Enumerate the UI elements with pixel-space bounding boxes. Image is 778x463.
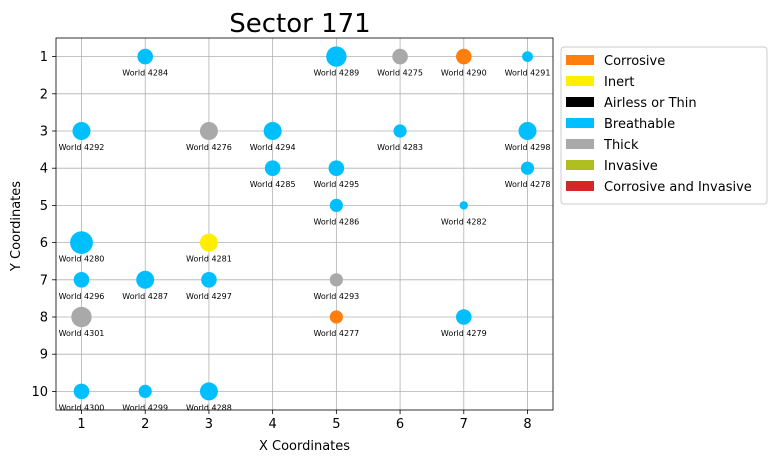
y-tick-label: 1 [40, 50, 48, 65]
plot-frame [55, 37, 554, 411]
point-marker [520, 161, 535, 175]
x-tick-label: 3 [205, 417, 213, 432]
point-marker [73, 383, 90, 400]
point-marker [136, 270, 155, 289]
legend-entry: Breathable [604, 117, 675, 132]
point-label: World 4279 [441, 329, 487, 338]
point-marker [71, 306, 92, 328]
point-label: World 4282 [441, 217, 487, 226]
point-marker [328, 160, 345, 176]
y-tick-label: 9 [40, 348, 48, 363]
legend-entry: Corrosive and Invasive [604, 180, 752, 195]
points-layer: World 4284 World 4289 World 4275 World 4290… [59, 46, 551, 412]
x-axis-label: X Coordinates [259, 439, 350, 454]
point-marker [522, 51, 533, 62]
point-label: World 4283 [377, 143, 423, 152]
y-tick-label: 10 [31, 385, 48, 400]
point-marker [263, 122, 282, 140]
legend-swatch [566, 76, 594, 86]
y-axis-label: Y Coordinates [9, 181, 24, 272]
ticks-layer: 1 2 3 4 5 6 7 8 1 2 3 4 5 6 7 8 9 10 [31, 50, 531, 432]
point-label: World 4281 [186, 255, 232, 264]
y-tick-label: 5 [40, 199, 48, 214]
point-marker [199, 122, 218, 140]
point-marker [392, 48, 408, 65]
x-tick-label: 1 [77, 417, 85, 432]
point-marker [393, 124, 407, 138]
legend-swatch [566, 55, 594, 65]
legend-swatch [566, 181, 594, 191]
point-marker [459, 201, 468, 210]
point-marker [73, 272, 90, 288]
x-tick-label: 4 [269, 417, 277, 432]
point-label: World 4275 [377, 69, 423, 78]
point-label: World 4292 [59, 143, 105, 152]
point-label: World 4289 [313, 69, 359, 78]
point-marker [138, 384, 152, 398]
point-label: World 4295 [313, 180, 359, 189]
point-label: World 4280 [59, 255, 105, 264]
point-marker [455, 48, 472, 65]
legend-entry: Airless or Thin [604, 96, 697, 111]
point-marker [70, 231, 93, 255]
legend-entry: Thick [603, 138, 639, 153]
point-label: World 4299 [122, 403, 168, 412]
legend-swatch [566, 97, 594, 107]
point-marker [518, 122, 537, 140]
point-marker [329, 198, 343, 212]
chart-title: Sector 171 [229, 9, 370, 39]
legend-entry: Corrosive [604, 54, 665, 69]
y-tick-label: 7 [40, 273, 48, 288]
point-marker [329, 273, 343, 287]
y-tick-label: 8 [40, 311, 48, 326]
y-tick-label: 6 [40, 236, 48, 251]
legend-swatch [566, 139, 594, 149]
legend-entry: Inert [604, 75, 635, 90]
legend-entry: Invasive [604, 159, 658, 174]
x-tick-label: 2 [141, 417, 149, 432]
point-label: World 4300 [59, 403, 105, 412]
point-label: World 4288 [186, 403, 232, 412]
point-label: World 4291 [505, 69, 551, 78]
point-label: World 4298 [505, 143, 551, 152]
legend-frame [560, 46, 768, 205]
point-marker [72, 122, 91, 140]
point-label: World 4277 [313, 329, 359, 338]
x-tick-label: 6 [396, 417, 404, 432]
x-tick-label: 5 [332, 417, 340, 432]
point-marker [137, 48, 154, 65]
point-label: World 4285 [250, 180, 296, 189]
point-label: World 4301 [59, 329, 105, 338]
point-marker [326, 46, 347, 67]
point-marker [199, 233, 218, 252]
y-tick-label: 3 [40, 125, 48, 140]
point-label: World 4290 [441, 69, 487, 78]
legend: Corrosive Inert Airless or Thin Breathable T… [560, 46, 768, 205]
point-label: World 4293 [313, 292, 359, 301]
grid [56, 38, 553, 410]
y-tick-label: 2 [40, 87, 48, 102]
point-label: World 4297 [186, 292, 232, 301]
legend-swatch [566, 160, 594, 170]
point-marker [201, 272, 217, 288]
point-label: World 4287 [122, 292, 168, 301]
x-tick-label: 7 [460, 417, 468, 432]
point-label: World 4286 [313, 217, 359, 226]
y-tick-label: 4 [40, 162, 48, 177]
legend-swatch [566, 118, 594, 128]
point-marker [455, 309, 472, 325]
point-marker [329, 310, 343, 324]
point-label: World 4276 [186, 143, 232, 152]
point-marker [264, 160, 281, 176]
point-marker [199, 382, 218, 401]
point-label: World 4278 [505, 180, 551, 189]
x-tick-label: 8 [523, 417, 531, 432]
point-label: World 4294 [250, 143, 296, 152]
point-label: World 4284 [122, 69, 168, 78]
point-label: World 4296 [59, 292, 105, 301]
